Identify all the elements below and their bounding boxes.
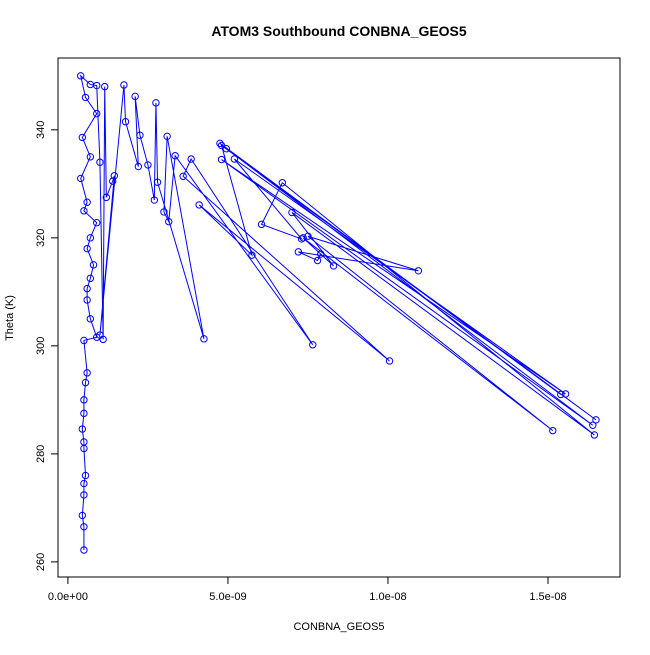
data-point [299, 234, 307, 242]
y-tick-label: 320 [35, 229, 47, 247]
chart-title: ATOM3 Southbound CONBNA_GEOS5 [211, 23, 467, 39]
data-point [120, 81, 128, 89]
data-point [557, 390, 565, 399]
y-tick-label: 280 [35, 445, 47, 463]
data-point [86, 234, 95, 242]
data-point [77, 174, 85, 183]
data-point [77, 72, 85, 80]
plot-frame [57, 57, 621, 578]
data-point [83, 284, 91, 293]
data-point [230, 155, 239, 163]
data-point [86, 274, 95, 283]
data-point [195, 201, 203, 209]
data-point [80, 438, 88, 446]
data-point [96, 331, 104, 339]
data-point [81, 93, 90, 102]
data-point [561, 390, 570, 398]
data-point [160, 208, 168, 216]
data-point [80, 207, 88, 215]
y-tick-label: 340 [35, 121, 47, 139]
data-point [136, 131, 144, 139]
data-point [414, 267, 423, 275]
data-point [109, 177, 117, 185]
data-point [216, 139, 224, 148]
data-point [86, 315, 95, 323]
y-axis-label: Theta (K) [4, 295, 16, 341]
data-point [96, 158, 104, 166]
data-point [171, 152, 179, 160]
data-point [83, 244, 91, 253]
data-point [80, 336, 88, 345]
data-point [150, 196, 159, 204]
data-point [131, 92, 139, 101]
data-point [179, 172, 187, 180]
data-point [83, 369, 91, 377]
data-point [89, 261, 98, 269]
data-point [329, 262, 338, 270]
x-axis-label: CONBNA_GEOS5 [293, 621, 384, 633]
data-point [152, 99, 160, 107]
data-point [304, 232, 312, 240]
x-tick-label: 5.0e-09 [209, 591, 246, 603]
data-point [102, 193, 111, 202]
data-point [278, 179, 287, 187]
data-point [83, 296, 91, 304]
data-point [187, 155, 195, 163]
series-line [79, 74, 597, 550]
data-point [81, 378, 90, 387]
data-point [81, 471, 90, 480]
data-point [110, 172, 119, 180]
data-point [217, 155, 226, 164]
data-point [592, 416, 600, 424]
data-point [317, 250, 325, 258]
data-point [80, 396, 88, 404]
data-point [144, 161, 152, 169]
data-point [80, 491, 88, 499]
data-point [93, 109, 101, 118]
data-point [93, 81, 101, 90]
data-point [153, 178, 162, 186]
data-point [101, 82, 109, 91]
data-point [248, 251, 256, 259]
data-point [134, 162, 143, 171]
data-point [78, 511, 87, 520]
data-point [86, 153, 95, 161]
data-point [309, 341, 317, 349]
data-point [121, 118, 130, 126]
data-point [80, 546, 88, 554]
data-point [288, 208, 296, 217]
x-tick-label: 1.0e-08 [369, 591, 406, 603]
data-point [83, 198, 91, 206]
data-point [297, 235, 306, 243]
y-tick-label: 260 [35, 553, 47, 571]
x-tick-label: 1.5e-08 [529, 591, 566, 603]
data-point [80, 479, 88, 488]
data-point [200, 335, 208, 343]
data-point [549, 426, 557, 435]
data-point [80, 409, 88, 418]
y-tick-label: 300 [35, 337, 47, 355]
data-point [222, 145, 231, 153]
data-point [294, 248, 303, 256]
data-point [80, 523, 88, 531]
data-point [385, 357, 394, 365]
x-tick-label: 0.0e+00 [48, 591, 88, 603]
data-point [589, 421, 597, 429]
data-point [257, 220, 266, 229]
data-point [163, 132, 171, 141]
data-point [93, 219, 101, 227]
data-point [313, 256, 322, 265]
data-point [165, 217, 173, 226]
data-point [590, 431, 599, 439]
data-point [78, 133, 87, 142]
data-point [78, 425, 87, 433]
